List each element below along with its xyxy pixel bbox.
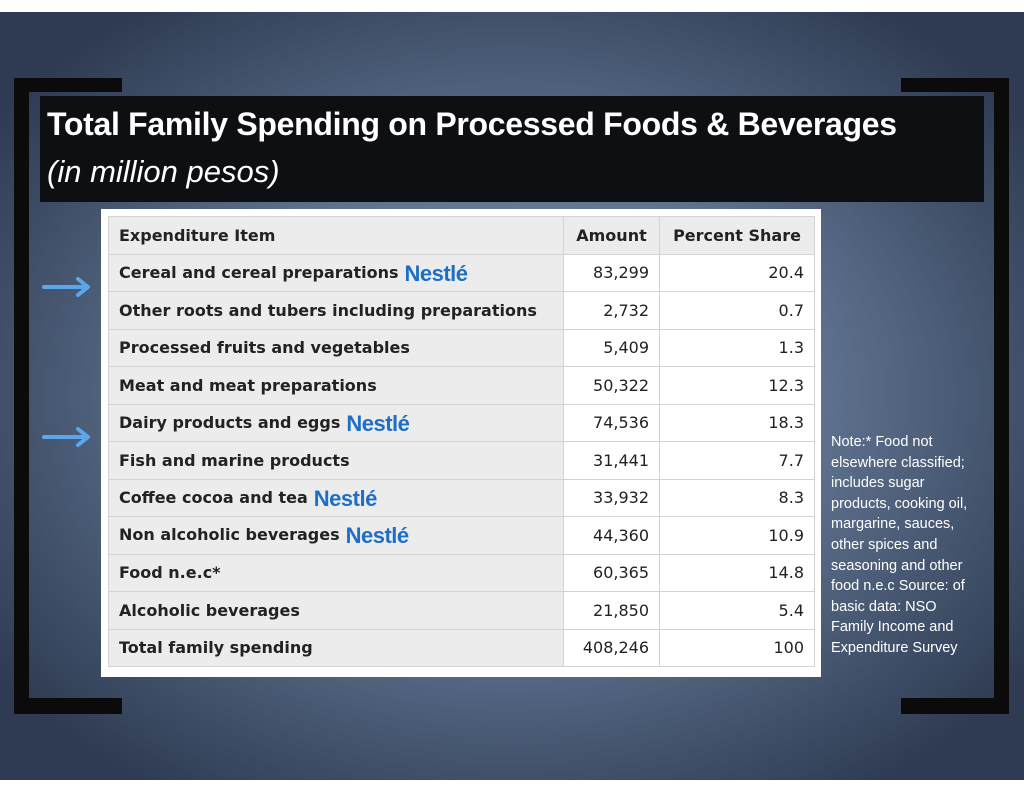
title-band [40, 96, 984, 202]
table-row: Meat and meat preparations 50,322 12.3 [108, 366, 815, 405]
table-row: Other roots and tubers including prepara… [108, 291, 815, 330]
amount-cell: 50,322 [563, 366, 660, 405]
table-row: Cereal and cereal preparations Nestlé 83,2… [108, 253, 815, 292]
right-bracket-side [994, 78, 1009, 714]
expenditure-item-cell: Other roots and tubers including prepara… [108, 291, 564, 330]
table-row: Dairy products and eggs Nestlé 74,536 18.3 [108, 403, 815, 442]
expenditure-item-cell: Dairy products and eggs Nestlé [108, 403, 564, 442]
expenditure-item-label: Meat and meat preparations [119, 375, 377, 395]
percent-share-cell: 8.3 [659, 478, 815, 517]
table-row: Non alcoholic beverages Nestlé 44,360 10.9 [108, 516, 815, 555]
arrow-right-icon [42, 427, 90, 447]
expenditure-item-label: Other roots and tubers including prepara… [119, 300, 537, 320]
header-item: Expenditure Item [108, 216, 564, 255]
slide-subtitle: (in million pesos) [47, 154, 280, 189]
amount-cell: 33,932 [563, 478, 660, 517]
header-share: Percent Share [659, 216, 815, 255]
percent-share-cell: 0.7 [659, 291, 815, 330]
amount-cell: 21,850 [563, 591, 660, 630]
table-row: Alcoholic beverages 21,850 5.4 [108, 591, 815, 630]
expenditure-item-cell: Non alcoholic beverages Nestlé [108, 516, 564, 555]
nestle-logo: Nestlé [345, 523, 410, 549]
amount-cell: 60,365 [563, 553, 660, 592]
nestle-logo: Nestlé [404, 260, 469, 286]
percent-share-cell: 10.9 [659, 516, 815, 555]
right-bracket-bottom [901, 698, 1009, 714]
amount-cell: 5,409 [563, 328, 660, 367]
table-row: Processed fruits and vegetables 5,409 1.3 [108, 328, 815, 367]
expenditure-item-cell: Coffee cocoa and tea Nestlé [108, 478, 564, 517]
table-body: Cereal and cereal preparations Nestlé 83,2… [108, 253, 815, 667]
expenditure-item-label: Total family spending [119, 638, 313, 658]
expenditure-item-label: Dairy products and eggs [119, 412, 341, 432]
expenditure-item-label: Cereal and cereal preparations [119, 262, 399, 282]
table-row: Fish and marine products 31,441 7.7 [108, 441, 815, 480]
amount-cell: 408,246 [563, 628, 660, 667]
expenditure-item-cell: Total family spending [108, 628, 564, 667]
expenditure-item-cell: Processed fruits and vegetables [108, 328, 564, 367]
right-bracket-top [901, 78, 1009, 92]
arrow-right-icon [42, 277, 90, 297]
expenditure-item-cell: Alcoholic beverages [108, 591, 564, 630]
percent-share-cell: 12.3 [659, 366, 815, 405]
amount-cell: 2,732 [563, 291, 660, 330]
spending-table-card: Expenditure Item Amount Percent Share Ce… [101, 209, 821, 677]
left-bracket-bottom [14, 698, 122, 714]
percent-share-cell: 1.3 [659, 328, 815, 367]
amount-cell: 83,299 [563, 253, 660, 292]
left-bracket-top [14, 78, 122, 92]
amount-cell: 74,536 [563, 403, 660, 442]
table-row: Coffee cocoa and tea Nestlé 33,932 8.3 [108, 478, 815, 517]
expenditure-item-label: Non alcoholic beverages [119, 525, 340, 545]
table-row: Food n.e.c* 60,365 14.8 [108, 553, 815, 592]
percent-share-cell: 14.8 [659, 553, 815, 592]
table-row: Total family spending 408,246 100 [108, 628, 815, 667]
expenditure-item-label: Processed fruits and vegetables [119, 338, 410, 358]
expenditure-item-cell: Meat and meat preparations [108, 366, 564, 405]
percent-share-cell: 20.4 [659, 253, 815, 292]
expenditure-item-cell: Food n.e.c* [108, 553, 564, 592]
nestle-logo: Nestlé [346, 410, 410, 436]
percent-share-cell: 5.4 [659, 591, 815, 630]
header-amount: Amount [563, 216, 660, 255]
expenditure-item-label: Alcoholic beverages [119, 600, 300, 620]
spending-table: Expenditure Item Amount Percent Share Ce… [108, 216, 815, 667]
expenditure-item-cell: Fish and marine products [108, 441, 564, 480]
expenditure-item-label: Fish and marine products [119, 450, 350, 470]
amount-cell: 31,441 [563, 441, 660, 480]
expenditure-item-cell: Cereal and cereal preparations Nestlé [108, 253, 564, 292]
amount-cell: 44,360 [563, 516, 660, 555]
table-header-row: Expenditure Item Amount Percent Share [108, 216, 815, 255]
footnote: Note:* Food not elsewhere classified; in… [831, 434, 968, 656]
percent-share-cell: 7.7 [659, 441, 815, 480]
nestle-logo: Nestlé [313, 485, 378, 511]
expenditure-item-label: Coffee cocoa and tea [119, 487, 308, 507]
percent-share-cell: 100 [659, 628, 815, 667]
left-bracket-side [14, 78, 29, 714]
slide-title: Total Family Spending on Processed Foods… [47, 106, 897, 142]
percent-share-cell: 18.3 [659, 403, 815, 442]
expenditure-item-label: Food n.e.c* [119, 563, 221, 583]
